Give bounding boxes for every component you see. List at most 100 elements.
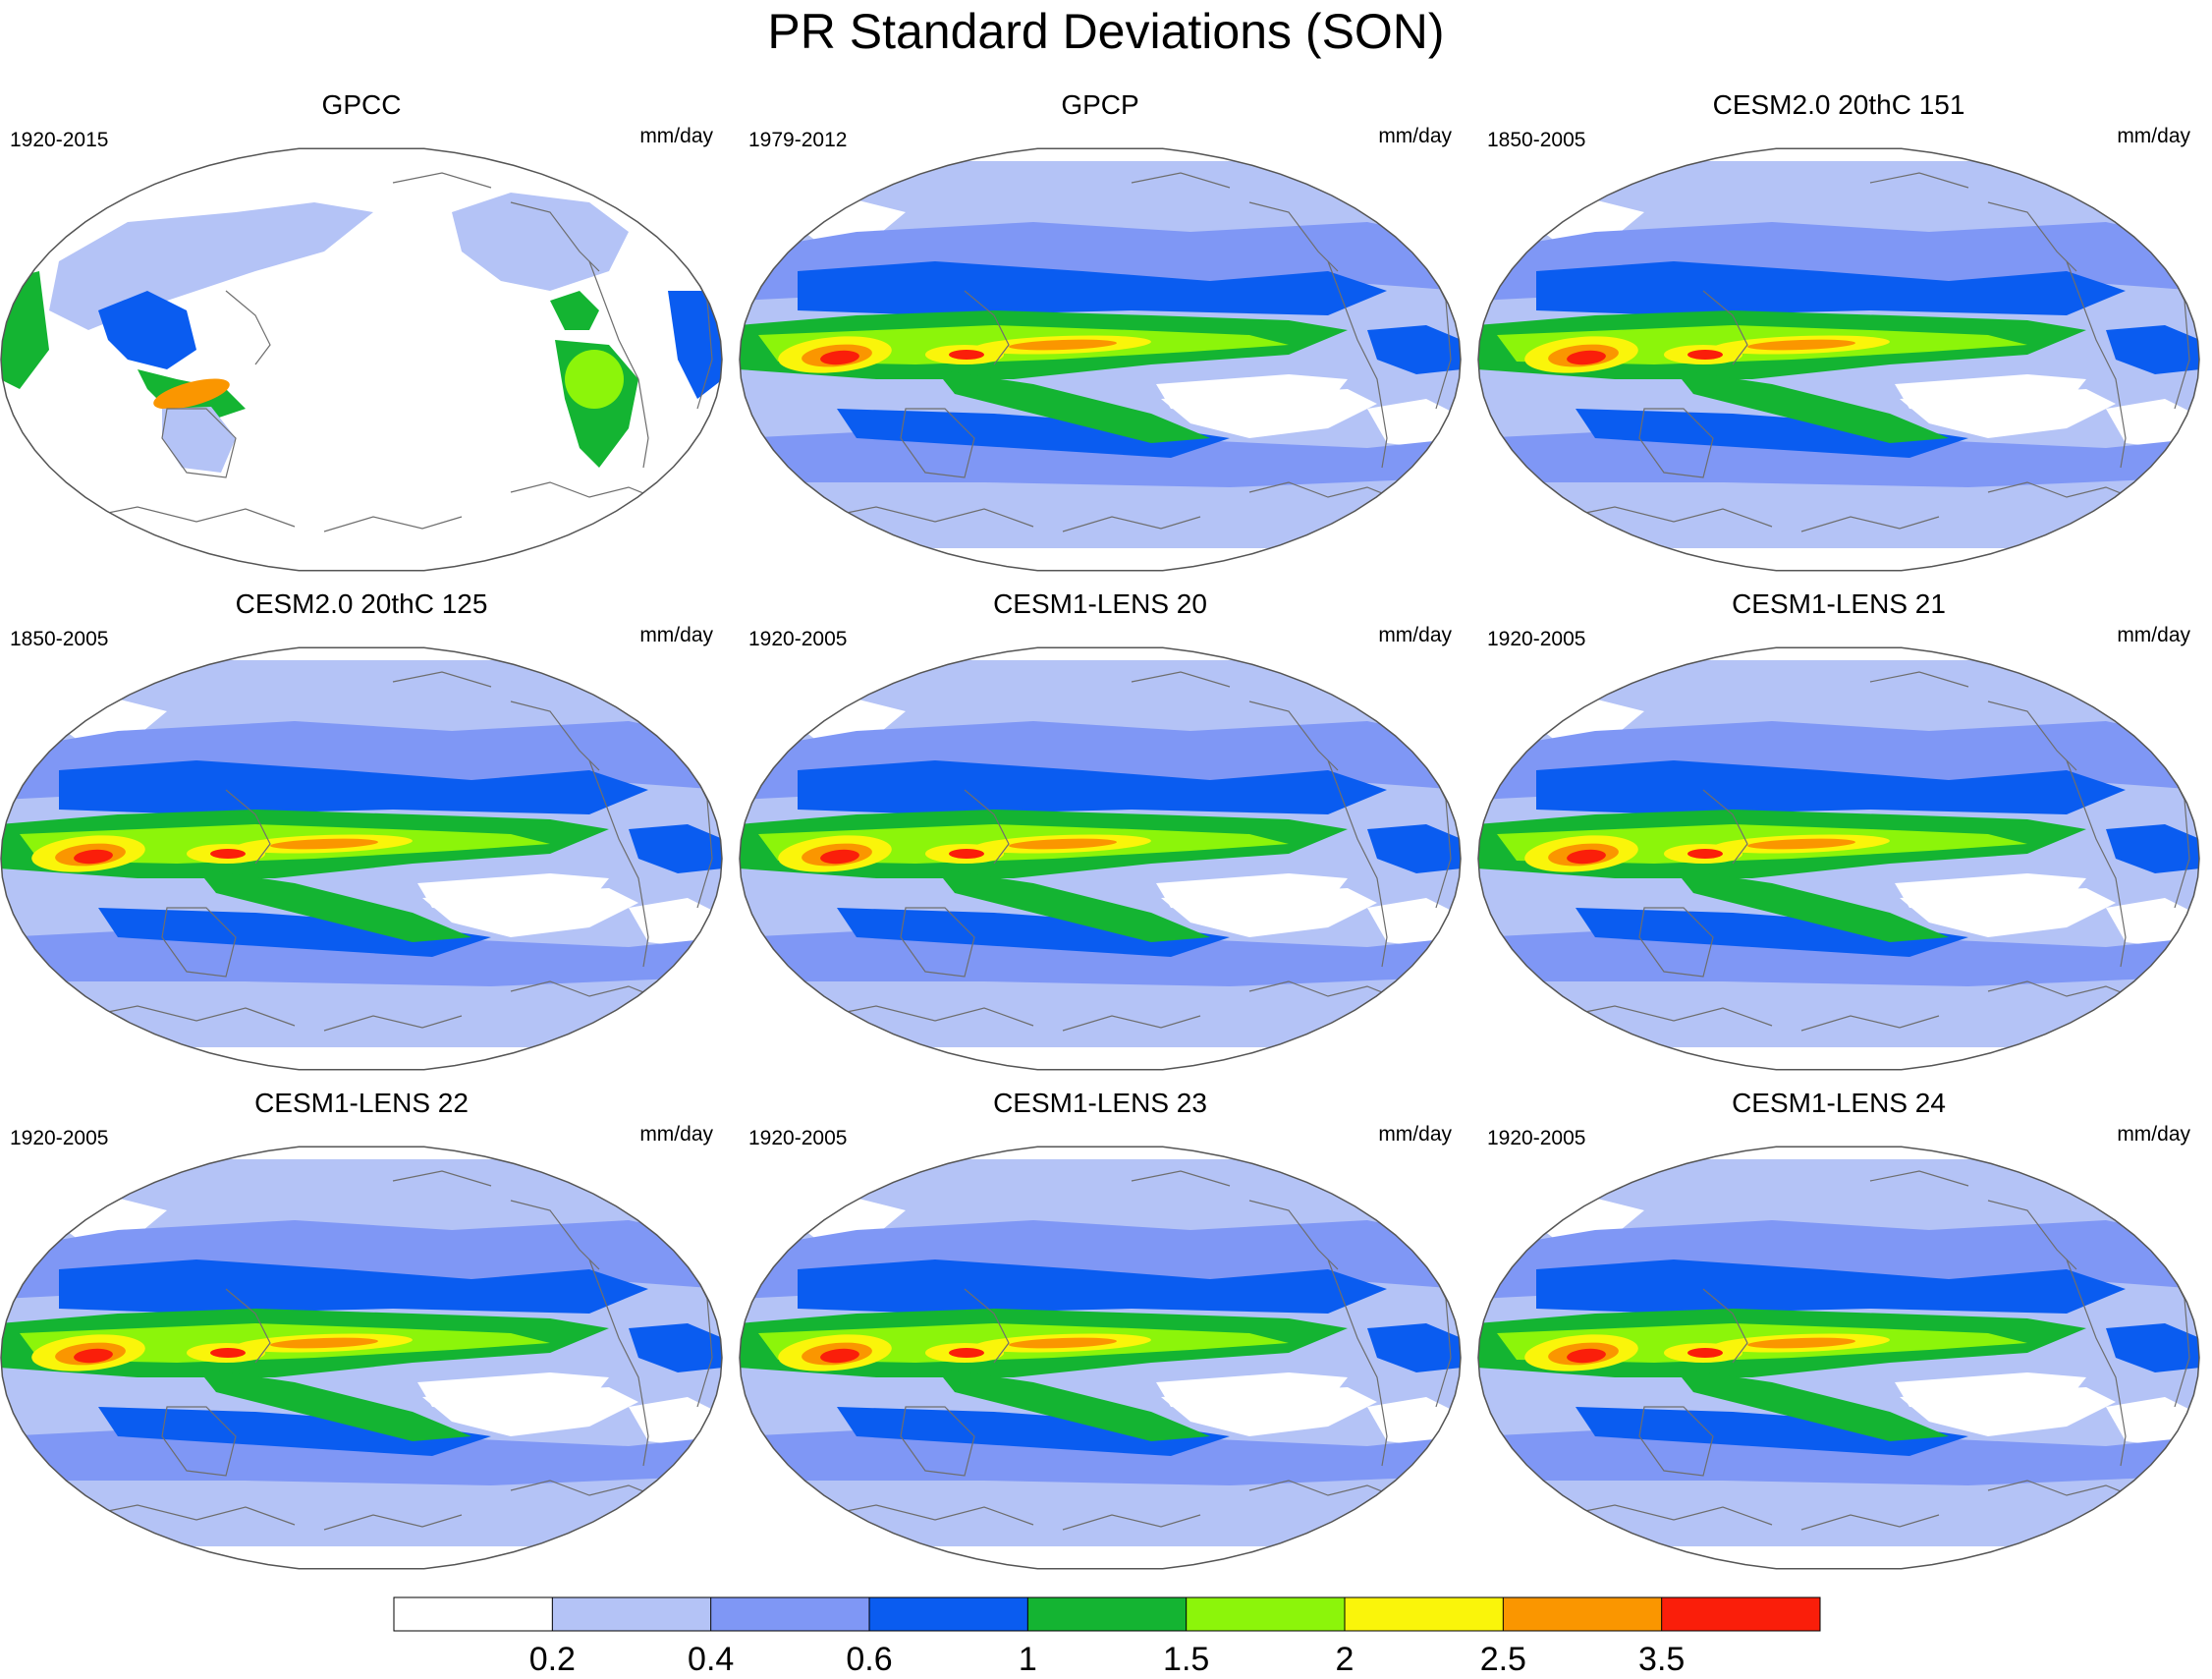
colorbar-swatch bbox=[552, 1597, 711, 1631]
map-border bbox=[739, 646, 1462, 1071]
panel-units: mm/day bbox=[639, 125, 713, 147]
coastline bbox=[87, 1005, 296, 1027]
field-cold-tongue bbox=[1895, 374, 2086, 414]
coastline bbox=[225, 1288, 271, 1364]
coastline bbox=[588, 1259, 649, 1467]
coastline bbox=[1638, 1406, 1714, 1477]
coastline bbox=[900, 907, 975, 978]
field-north-subtropics bbox=[1536, 760, 2126, 814]
coastline bbox=[1638, 907, 1714, 978]
field-atlantic-itcz bbox=[2106, 325, 2199, 374]
field-land-north-america bbox=[452, 193, 629, 291]
coastline bbox=[964, 789, 1010, 865]
coastline bbox=[1248, 700, 1339, 771]
coastline bbox=[1869, 671, 1969, 688]
field-polar-south bbox=[740, 1546, 1461, 1569]
field-land-australia bbox=[162, 407, 236, 473]
field-maritime-red bbox=[949, 350, 984, 360]
map-border bbox=[0, 646, 723, 1071]
field-spcz bbox=[196, 1368, 471, 1441]
colorbar-tick-label: 0.2 bbox=[529, 1641, 576, 1678]
field-warm-pool-red bbox=[74, 849, 113, 865]
panel-units: mm/day bbox=[639, 624, 713, 646]
field-central-pacific-orange bbox=[1747, 339, 1855, 351]
field-polar-north bbox=[1478, 1147, 2199, 1159]
panel-period: 1979-2012 bbox=[748, 129, 848, 151]
field-polar-south bbox=[1, 1546, 722, 1569]
field-land-central-america bbox=[550, 291, 599, 330]
map-panel: CESM1-LENS 20 1920-2005 mm/day bbox=[739, 588, 1462, 1079]
map-canvas bbox=[1477, 646, 2200, 1071]
field-polar-north bbox=[1478, 647, 2199, 660]
coastline bbox=[826, 1005, 1034, 1027]
field-north-subtropics bbox=[798, 760, 1387, 814]
field-storm-track-south bbox=[740, 1427, 1461, 1485]
field-central-pacific-orange bbox=[1747, 838, 1855, 850]
coastline bbox=[1869, 1170, 1969, 1187]
coastline bbox=[1131, 1170, 1231, 1187]
coastline bbox=[161, 907, 237, 978]
field-atlantic-itcz bbox=[2106, 824, 2199, 873]
field-maritime-red bbox=[1687, 1348, 1723, 1358]
coastline bbox=[1987, 201, 2077, 272]
map-canvas bbox=[739, 147, 1462, 572]
colorbar-swatch bbox=[1027, 1597, 1187, 1631]
field-south-subtropics bbox=[98, 1407, 491, 1456]
colorbar: 0.2 0.4 0.6 1 1.5 2 2.5 3.5 bbox=[393, 1596, 1821, 1678]
map-panel: GPCP 1979-2012 mm/day bbox=[739, 88, 1462, 580]
field-dry-s-atlantic bbox=[629, 898, 717, 947]
coastline bbox=[1702, 290, 1748, 365]
coastline bbox=[2066, 759, 2127, 968]
field-maritime-red bbox=[949, 849, 984, 859]
map-border bbox=[1477, 147, 2200, 572]
map-canvas bbox=[1477, 1146, 2200, 1570]
field-north-subtropics bbox=[59, 760, 648, 814]
coastline bbox=[510, 201, 600, 272]
map-panel: CESM1-LENS 21 1920-2005 mm/day bbox=[1477, 588, 2200, 1079]
field-warm-pool-red bbox=[820, 350, 859, 365]
field-south-subtropics bbox=[837, 409, 1230, 458]
colorbar-tick-label: 1.5 bbox=[1163, 1641, 1209, 1678]
map-canvas bbox=[0, 147, 723, 572]
field-cold-tongue bbox=[417, 873, 609, 913]
map-canvas bbox=[1477, 147, 2200, 572]
panel-period: 1920-2015 bbox=[10, 129, 109, 151]
field-storm-track-south bbox=[740, 428, 1461, 487]
coastline bbox=[2066, 260, 2127, 469]
coastline bbox=[392, 172, 492, 189]
colorbar-swatch bbox=[1186, 1597, 1345, 1631]
coastline bbox=[225, 789, 271, 865]
field-polar-north bbox=[740, 647, 1461, 660]
field-maritime-red bbox=[1687, 350, 1723, 360]
field-north-subtropics bbox=[59, 1259, 648, 1314]
field-central-pacific-orange bbox=[1009, 339, 1117, 351]
coastline bbox=[1800, 516, 1940, 532]
figure-title: PR Standard Deviations (SON) bbox=[767, 4, 1445, 59]
coastline bbox=[1565, 1504, 1773, 1526]
panel-period: 1920-2005 bbox=[10, 1127, 109, 1149]
field-south-subtropics bbox=[837, 908, 1230, 957]
field-spcz bbox=[196, 868, 471, 942]
field-storm-track-south bbox=[740, 927, 1461, 986]
coastline bbox=[1062, 1514, 1201, 1531]
field-south-subtropics bbox=[98, 908, 491, 957]
coastline bbox=[1987, 700, 2077, 771]
field-storm-track-south bbox=[1478, 1427, 2199, 1485]
field-storm-track-south bbox=[1, 927, 722, 986]
coastline bbox=[1062, 516, 1201, 532]
coastline bbox=[2066, 1259, 2127, 1467]
panel-units: mm/day bbox=[2117, 1123, 2190, 1146]
field-central-pacific-orange bbox=[1009, 1337, 1117, 1349]
field-central-pacific-orange bbox=[270, 838, 378, 850]
colorbar-swatch bbox=[710, 1597, 869, 1631]
field-atlantic-itcz bbox=[1367, 325, 1461, 374]
panel-units: mm/day bbox=[2117, 125, 2190, 147]
coastline bbox=[1062, 1015, 1201, 1032]
coastline bbox=[1702, 1288, 1748, 1364]
coastline bbox=[1638, 408, 1714, 478]
panel-units: mm/day bbox=[639, 1123, 713, 1146]
field-atlantic-itcz bbox=[1367, 1323, 1461, 1372]
panel-title: CESM2.0 20thC 125 bbox=[235, 588, 488, 619]
field-spcz bbox=[935, 1368, 1210, 1441]
colorbar-swatch bbox=[869, 1597, 1028, 1631]
